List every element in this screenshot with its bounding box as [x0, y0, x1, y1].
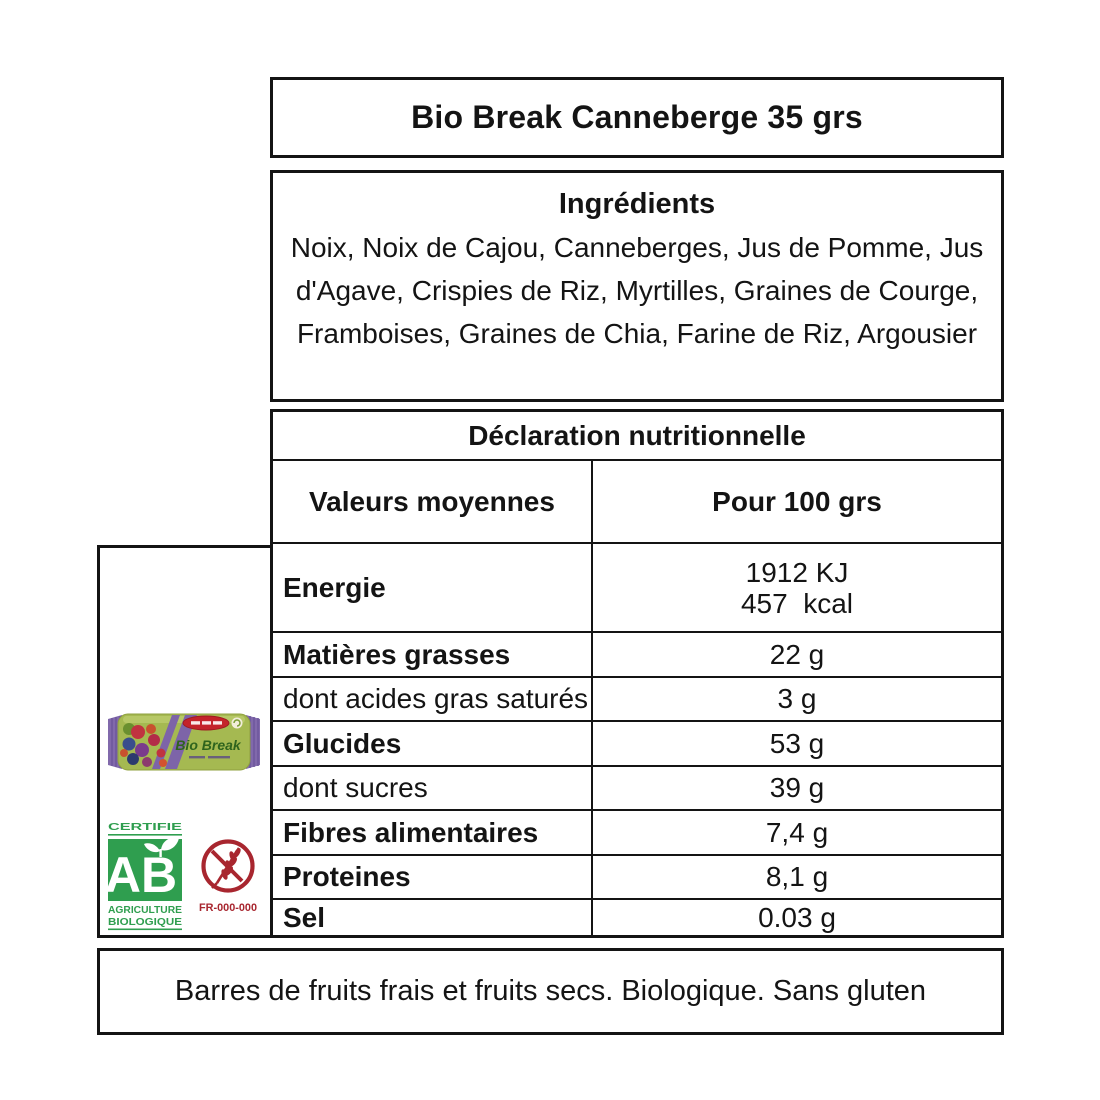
nutrient-value: 53 g	[769, 727, 825, 759]
ab-letters: AB	[105, 847, 177, 903]
nutrient-value: 39 g	[769, 772, 825, 804]
nutrient-value: 22 g	[769, 638, 825, 670]
ab-organic-logo: CERTIFIE AB AGRICULTURE BIOLOGIQUE	[104, 820, 186, 934]
nutrient-label: Matières grasses	[273, 633, 593, 676]
berries-illustration	[120, 723, 167, 767]
energy-kcal: 457 kcal	[740, 587, 854, 619]
nutrient-label: dont sucres	[273, 766, 593, 810]
table-row-fiber: Fibres alimentaires 7,4 g	[273, 811, 1001, 856]
nutrient-label: Glucides	[273, 722, 593, 765]
ab-logo-graphic: CERTIFIE AB AGRICULTURE BIOLOGIQUE	[105, 822, 183, 931]
nutrient-value: 1912 KJ 457 kcal	[593, 544, 1001, 631]
nutrient-value: 7,4 g	[765, 816, 829, 848]
ingredients-text: Noix, Noix de Cajou, Canneberges, Jus de…	[290, 232, 984, 349]
nutrient-label: dont acides gras saturés	[273, 677, 593, 721]
images-box: Bio Break CERTIFIE AB AGRICULTURE	[97, 545, 273, 938]
nutrition-column-headers: Valeurs moyennes Pour 100 grs	[273, 461, 1001, 545]
table-row-salt: Sel 0.03 g	[273, 900, 1001, 936]
crossed-grain-icon: FR-000-000	[199, 839, 257, 914]
product-bar-image: Bio Break	[105, 709, 263, 775]
agriculture-label: AGRICULTURE	[108, 905, 182, 916]
nutrient-value: 8,1 g	[765, 861, 829, 893]
table-row-carbs: Glucides 53 g	[273, 722, 1001, 767]
table-row-sugars: dont sucres 39 g	[273, 766, 1001, 812]
description-box: Barres de fruits frais et fruits secs. B…	[97, 948, 1004, 1035]
nutrition-heading: Déclaration nutritionnelle	[273, 412, 1001, 462]
ingredients-box: Ingrédients Noix, Noix de Cajou, Cannebe…	[270, 170, 1004, 402]
bar-subtext-mark	[189, 756, 230, 759]
biologique-label: BIOLOGIQUE	[108, 917, 182, 928]
table-row-energie: Energie 1912 KJ 457 kcal	[273, 544, 1001, 634]
product-title: Bio Break Canneberge 35 grs	[411, 99, 863, 135]
product-description: Barres de fruits frais et fruits secs. B…	[174, 975, 927, 1007]
title-box: Bio Break Canneberge 35 grs	[270, 77, 1004, 158]
nutrient-value: 0.03 g	[758, 901, 836, 933]
nutrient-label: Sel	[273, 900, 593, 936]
gluten-registration-code: FR-000-000	[199, 902, 257, 914]
column-header-values: Valeurs moyennes	[273, 461, 593, 543]
table-row-fat: Matières grasses 22 g	[273, 633, 1001, 678]
gluten-free-logo: FR-000-000	[196, 836, 260, 918]
column-header-per100: Pour 100 grs	[712, 485, 882, 517]
bar-brand-name: Bio Break	[175, 737, 242, 753]
fruit-bar-illustration: Bio Break	[108, 713, 260, 771]
nutrient-label: Proteines	[273, 855, 593, 899]
certifie-label: CERTIFIE	[108, 822, 183, 833]
nutrient-value: 3 g	[777, 683, 817, 715]
ingredients-heading: Ingrédients	[558, 188, 716, 220]
nutrition-table: Déclaration nutritionnelle Valeurs moyen…	[270, 409, 1004, 938]
energy-kj: 1912 KJ	[745, 556, 849, 588]
leaf-icon	[144, 837, 179, 857]
table-row-protein: Proteines 8,1 g	[273, 855, 1001, 901]
nutrient-label: Energie	[273, 544, 593, 632]
brand-logo	[182, 715, 230, 731]
seal-icon	[231, 717, 243, 729]
nutrient-label: Fibres alimentaires	[273, 811, 593, 854]
table-row-saturated-fat: dont acides gras saturés 3 g	[273, 677, 1001, 723]
bar-stripe	[165, 715, 197, 769]
